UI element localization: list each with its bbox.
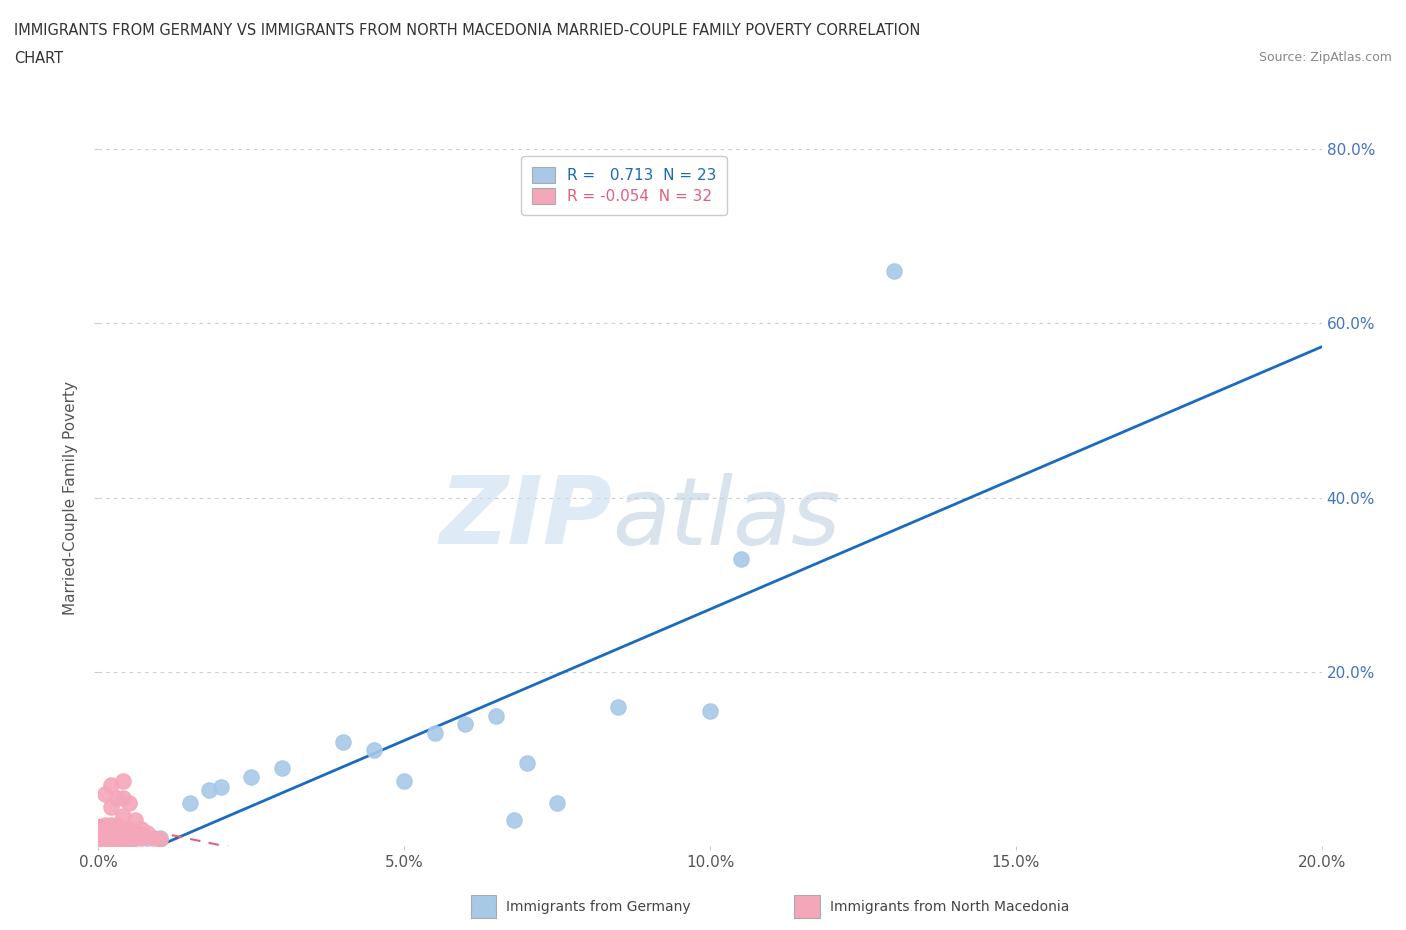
Point <box>111 821 134 836</box>
Point <box>124 830 146 845</box>
Point <box>111 774 134 789</box>
Point <box>179 795 201 810</box>
Point <box>209 779 232 794</box>
Point <box>136 830 159 845</box>
Point <box>111 790 134 805</box>
Point <box>118 821 141 836</box>
Text: IMMIGRANTS FROM GERMANY VS IMMIGRANTS FROM NORTH MACEDONIA MARRIED-COUPLE FAMILY: IMMIGRANTS FROM GERMANY VS IMMIGRANTS FR… <box>14 23 921 38</box>
Point <box>332 735 354 750</box>
Point <box>93 817 115 832</box>
Point <box>87 821 110 836</box>
Point <box>111 834 134 849</box>
Point <box>197 782 219 797</box>
Point <box>136 826 159 841</box>
Point <box>105 817 128 832</box>
Point <box>142 830 165 845</box>
Point <box>93 834 115 849</box>
Point <box>100 777 122 792</box>
Point <box>730 551 752 566</box>
Point <box>105 790 128 805</box>
Point <box>100 817 122 832</box>
Point <box>363 743 385 758</box>
Point <box>454 717 477 732</box>
Point <box>118 832 141 847</box>
Bar <box>471 895 496 918</box>
Point <box>699 704 721 719</box>
Point <box>546 795 568 810</box>
Point <box>105 826 128 841</box>
Point <box>100 826 122 841</box>
Point <box>149 832 172 847</box>
Point <box>129 830 152 845</box>
Point <box>93 787 115 802</box>
Y-axis label: Married-Couple Family Poverty: Married-Couple Family Poverty <box>63 380 79 615</box>
Point <box>100 834 122 849</box>
Point <box>270 761 292 776</box>
Point <box>118 829 141 844</box>
Point <box>87 830 110 845</box>
Text: ZIP: ZIP <box>439 472 612 565</box>
Point <box>240 769 263 784</box>
Legend: R =   0.713  N = 23, R = -0.054  N = 32: R = 0.713 N = 23, R = -0.054 N = 32 <box>522 156 727 215</box>
Point <box>111 808 134 823</box>
Text: Source: ZipAtlas.com: Source: ZipAtlas.com <box>1258 51 1392 64</box>
Point <box>100 832 122 847</box>
Point <box>883 263 905 278</box>
Point <box>149 830 172 845</box>
Point <box>516 756 538 771</box>
Text: atlas: atlas <box>612 473 841 564</box>
Text: CHART: CHART <box>14 51 63 66</box>
Point <box>503 813 526 828</box>
Point <box>392 774 416 789</box>
Point <box>105 830 128 845</box>
Point <box>124 830 146 845</box>
Point <box>124 813 146 828</box>
Point <box>118 795 141 810</box>
Point <box>111 830 134 845</box>
Point <box>423 725 446 740</box>
Text: Immigrants from Germany: Immigrants from Germany <box>506 899 690 914</box>
Point <box>105 834 128 849</box>
Point <box>607 699 630 714</box>
Point <box>100 800 122 815</box>
Text: Immigrants from North Macedonia: Immigrants from North Macedonia <box>830 899 1069 914</box>
Point <box>485 708 508 723</box>
Point <box>93 830 115 845</box>
Bar <box>794 895 820 918</box>
Point <box>129 821 152 836</box>
